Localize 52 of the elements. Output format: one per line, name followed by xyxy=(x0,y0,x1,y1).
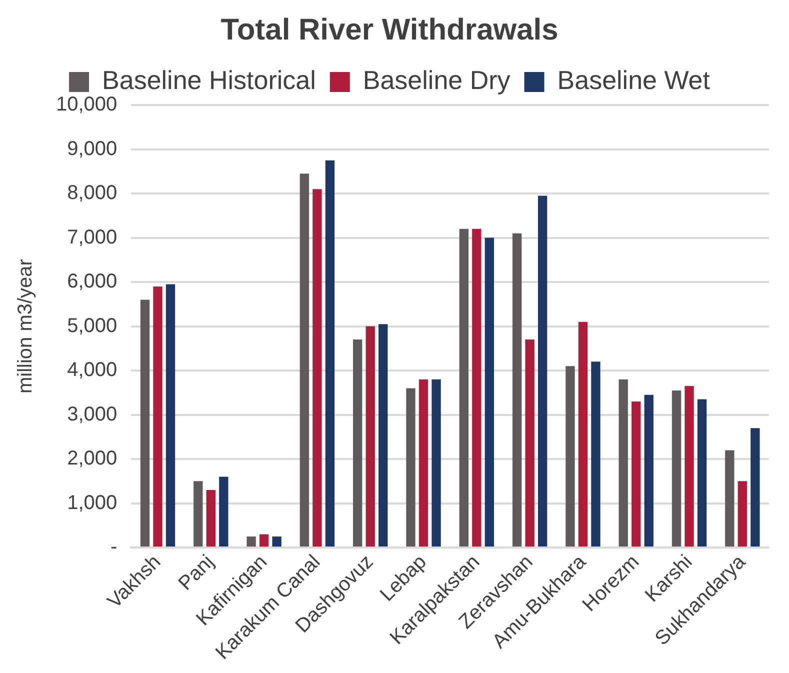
bar xyxy=(194,481,203,547)
legend-label: Baseline Historical xyxy=(102,65,316,96)
y-tick-label: 10,000 xyxy=(56,94,118,116)
y-tick-label: 4,000 xyxy=(67,359,118,382)
y-tick-label: 2,000 xyxy=(67,448,118,470)
bar xyxy=(644,394,654,547)
bar xyxy=(140,300,150,547)
bar xyxy=(591,362,600,547)
bar xyxy=(538,196,548,547)
y-tick-label: 7,000 xyxy=(67,226,118,248)
bar xyxy=(206,490,216,547)
bar xyxy=(325,160,335,547)
legend-label: Baseline Wet xyxy=(557,65,711,96)
bar xyxy=(219,476,228,547)
y-tick-label: 1,000 xyxy=(67,492,118,514)
bar xyxy=(484,238,494,547)
bar xyxy=(750,428,760,547)
bar xyxy=(725,450,734,547)
bar xyxy=(259,534,269,547)
bar xyxy=(618,379,628,547)
bar xyxy=(406,388,416,547)
legend-label: Baseline Dry xyxy=(362,65,510,96)
y-tick-label: 3,000 xyxy=(67,403,118,426)
bar xyxy=(512,233,522,547)
bar xyxy=(684,386,694,547)
y-tick-label: 6,000 xyxy=(67,270,118,293)
y-tick-label: 5,000 xyxy=(67,314,118,337)
bar xyxy=(153,286,162,547)
bar xyxy=(366,326,375,547)
bar xyxy=(272,536,282,547)
bar xyxy=(312,189,322,547)
bar xyxy=(578,322,588,547)
bar xyxy=(166,284,176,547)
bar xyxy=(418,379,428,547)
bar xyxy=(432,379,441,547)
bar xyxy=(525,340,534,547)
bar xyxy=(697,399,707,547)
y-axis-title: million m3/year xyxy=(14,258,37,394)
y-tick-label: 8,000 xyxy=(67,182,118,204)
bar xyxy=(353,340,362,547)
bar xyxy=(472,228,482,547)
bar xyxy=(378,324,388,547)
bar xyxy=(246,536,256,547)
bar xyxy=(738,481,748,547)
y-tick-label: - xyxy=(110,536,118,558)
bar xyxy=(566,366,575,547)
bar xyxy=(459,228,468,547)
y-tick-label: 9,000 xyxy=(67,138,118,160)
bar xyxy=(672,390,682,547)
bar xyxy=(632,402,641,547)
bar xyxy=(300,174,310,547)
chart-title: Total River Withdrawals xyxy=(220,13,558,46)
